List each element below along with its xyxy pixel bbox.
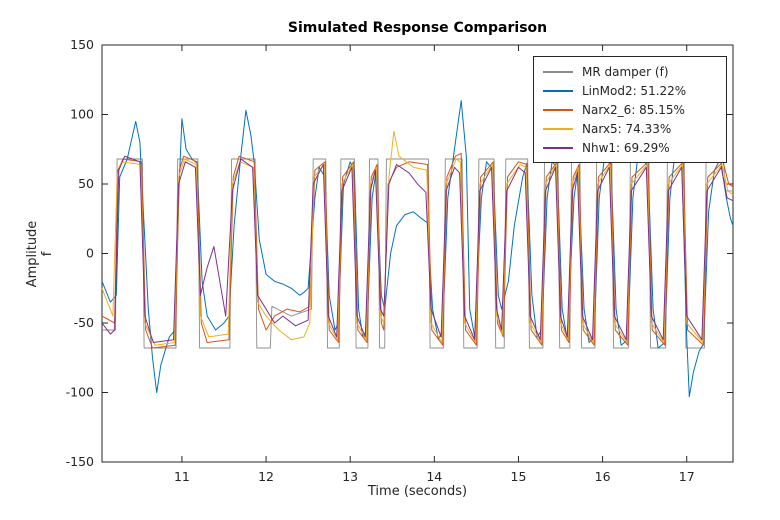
legend-line-sample — [543, 89, 573, 92]
y-axis-label-line1: Amplitude — [25, 220, 40, 288]
legend-line-sample — [543, 146, 573, 149]
y-tick-label: 50 — [78, 176, 94, 191]
x-tick-label: 13 — [342, 469, 358, 484]
x-tick-label: 17 — [679, 469, 695, 484]
legend-label: MR damper (f) — [582, 64, 669, 79]
legend-entry-mr-damper: MR damper (f) — [534, 62, 726, 81]
legend-entry-nhw1: Nhw1: 69.29% — [534, 138, 726, 157]
y-tick-label: 0 — [86, 246, 94, 261]
x-axis-label: Time (seconds) — [367, 484, 468, 499]
legend-entry-narx5: Narx5: 74.33% — [534, 119, 726, 138]
x-tick-label: 14 — [426, 469, 442, 484]
y-axis-label-line2: f — [40, 251, 55, 257]
legend-label: Nhw1: 69.29% — [582, 140, 670, 155]
x-tick-label: 16 — [595, 469, 611, 484]
legend-line-sample — [543, 70, 573, 73]
y-tick-label: -50 — [74, 315, 94, 330]
y-tick-label: -150 — [66, 454, 94, 469]
x-tick-label: 12 — [258, 469, 274, 484]
legend-line-sample — [543, 108, 573, 111]
legend-entry-linmod2: LinMod2: 51.22% — [534, 81, 726, 100]
legend-label: LinMod2: 51.22% — [582, 83, 687, 98]
chart-title: Simulated Response Comparison — [287, 20, 548, 36]
y-tick-label: 150 — [70, 37, 94, 52]
legend-label: Narx2_6: 85.15% — [582, 102, 685, 117]
legend-line-sample — [543, 127, 573, 130]
legend-box: MR damper (f) LinMod2: 51.22% Narx2_6: 85.… — [533, 56, 727, 163]
x-tick-label: 15 — [511, 469, 527, 484]
series-line-narx2_6 — [101, 152, 734, 349]
series-line-nhw1 — [101, 155, 734, 343]
y-tick-label: -100 — [66, 385, 94, 400]
y-axis-label: Amplitude f — [25, 129, 59, 379]
x-tick-label: 11 — [174, 469, 190, 484]
legend-label: Narx5: 74.33% — [582, 121, 672, 136]
legend-entry-narx2_6: Narx2_6: 85.15% — [534, 100, 726, 119]
y-tick-label: 100 — [70, 107, 94, 122]
